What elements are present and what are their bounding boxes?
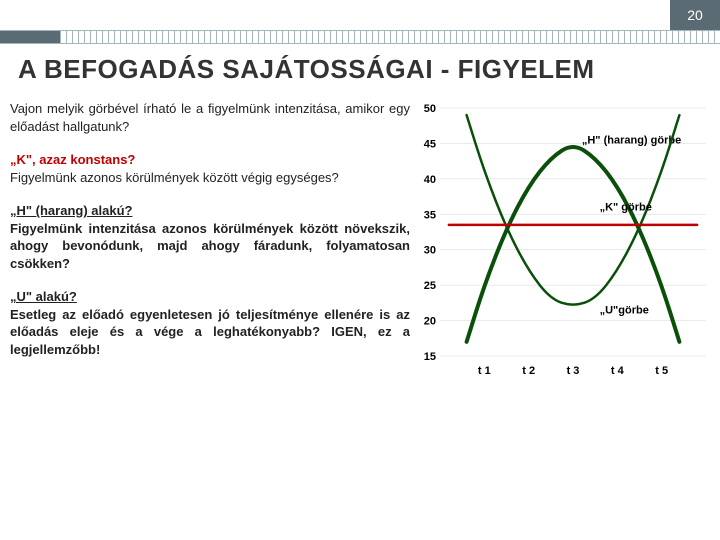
svg-text:45: 45 [424,138,436,150]
u-heading: „U" alakú? [10,289,77,304]
attention-chart: 15 20 25 30 35 40 45 50 t 1 t 2 t 3 t 4 t 5 „H" (hara… [412,100,712,380]
svg-text:t 4: t 4 [611,365,625,377]
slide-title: A BEFOGADÁS SAJÁTOSSÁGAI - FIGYELEM [18,54,595,85]
svg-text:35: 35 [424,209,436,221]
svg-text:t 1: t 1 [478,365,491,377]
svg-text:30: 30 [424,245,436,257]
text-content: Vajon melyik görbével írható le a figyel… [10,100,410,375]
svg-text:„H" (harang) görbe: „H" (harang) görbe [582,134,681,146]
svg-text:t 3: t 3 [567,365,580,377]
svg-text:15: 15 [424,351,436,363]
k-body: Figyelmünk azonos körülmények között vég… [10,170,339,185]
svg-text:t 5: t 5 [655,365,668,377]
page-number: 20 [670,0,720,30]
h-paragraph: „H" (harang) alakú? Figyelmünk intenzitá… [10,202,410,272]
svg-text:t 2: t 2 [522,365,535,377]
h-body: Figyelmünk intenzitása azonos körülménye… [10,221,410,271]
svg-text:50: 50 [424,103,436,115]
svg-text:25: 25 [424,280,436,292]
h-heading: „H" (harang) alakú? [10,203,132,218]
header-decoration [0,30,720,44]
svg-text:20: 20 [424,316,436,328]
k-heading: „K", azaz konstans? [10,152,135,167]
chart-svg: 15 20 25 30 35 40 45 50 t 1 t 2 t 3 t 4 t 5 „H" (hara… [412,100,712,380]
svg-text:40: 40 [424,174,436,186]
intro-paragraph: Vajon melyik görbével írható le a figyel… [10,100,410,135]
svg-text:„K" görbe: „K" görbe [600,202,652,214]
u-paragraph: „U" alakú? Esetleg az előadó egyenletese… [10,288,410,358]
k-paragraph: „K", azaz konstans? Figyelmünk azonos kö… [10,151,410,186]
svg-text:„U"görbe: „U"görbe [600,304,649,316]
